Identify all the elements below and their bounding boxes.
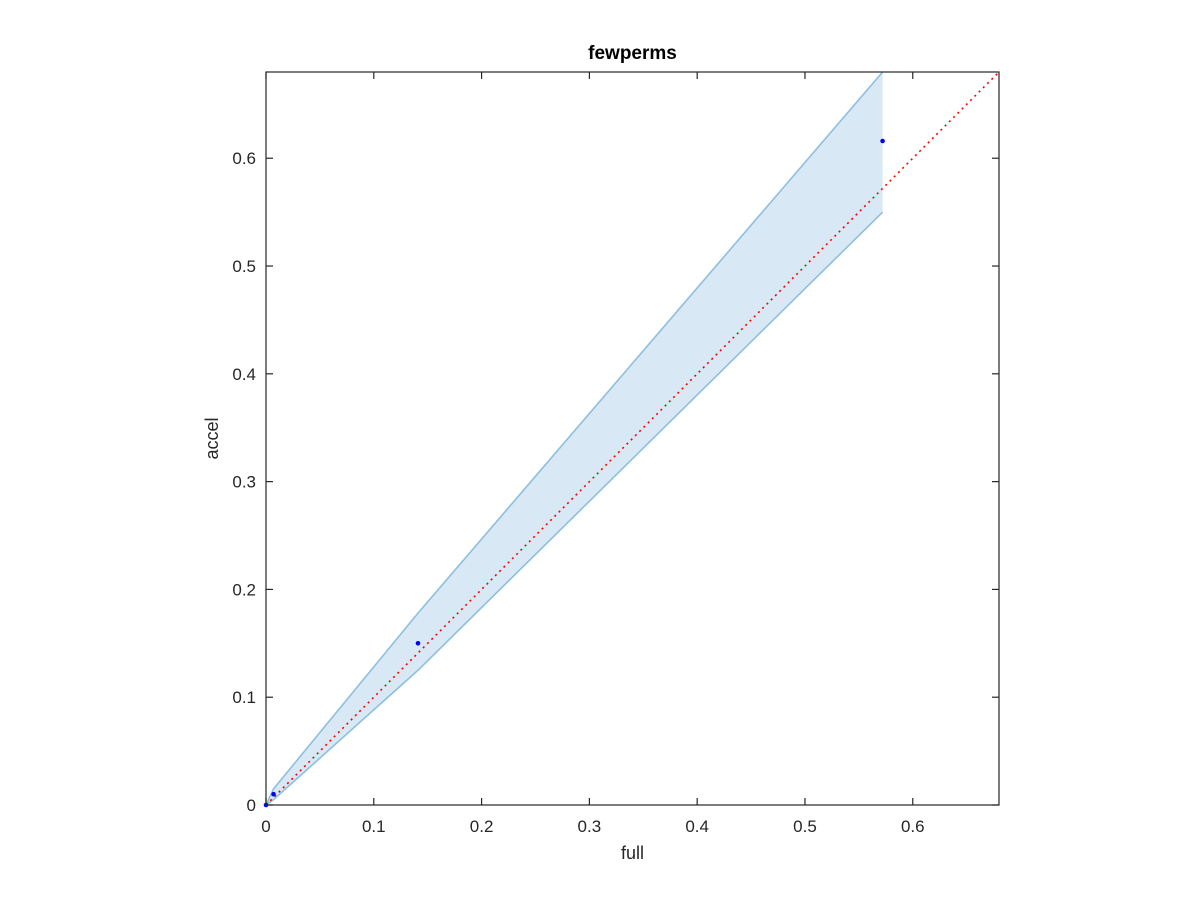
x-tick-label: 0.3 bbox=[578, 817, 602, 836]
x-tick-label: 0.6 bbox=[901, 817, 925, 836]
x-tick-label: 0.1 bbox=[362, 817, 386, 836]
x-tick-label: 0.5 bbox=[793, 817, 817, 836]
data-point bbox=[415, 641, 421, 646]
y-tick-label: 0 bbox=[247, 796, 256, 815]
y-tick-label: 0.4 bbox=[232, 365, 256, 384]
y-tick-label: 0.2 bbox=[232, 580, 256, 599]
y-tick-label: 0.1 bbox=[232, 688, 256, 707]
band-fill bbox=[266, 72, 883, 805]
x-tick-label: 0.2 bbox=[470, 817, 494, 836]
y-tick-label: 0.6 bbox=[232, 149, 256, 168]
x-tick-label: 0 bbox=[261, 817, 270, 836]
y-tick-label: 0.3 bbox=[232, 473, 256, 492]
data-point bbox=[880, 138, 885, 144]
chart-title: fewperms bbox=[588, 43, 677, 64]
y-axis-label: accel bbox=[202, 417, 222, 459]
data-point bbox=[271, 791, 276, 797]
y-tick-label: 0.5 bbox=[232, 257, 256, 276]
x-axis-label: full bbox=[621, 843, 644, 863]
x-tick-label: 0.4 bbox=[685, 817, 709, 836]
band-upper-edge bbox=[265, 71, 884, 806]
axes-frame bbox=[265, 71, 1000, 806]
band-lower-edge bbox=[265, 211, 884, 806]
